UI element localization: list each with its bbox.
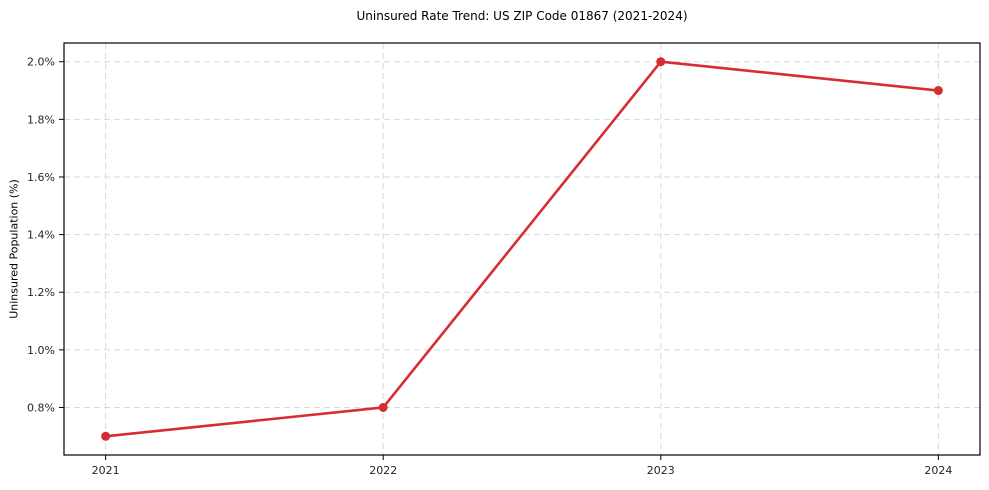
x-tick-label: 2021 — [92, 464, 120, 477]
x-tick-label: 2024 — [924, 464, 952, 477]
plot-border — [63, 42, 981, 456]
y-axis-label: Uninsured Population (%) — [7, 179, 21, 319]
x-tick-label: 2023 — [647, 464, 675, 477]
y-tick-label: 1.2% — [27, 286, 55, 299]
data-point — [656, 57, 666, 67]
y-tick-label: 2.0% — [27, 56, 55, 69]
data-point — [378, 402, 388, 412]
chart-title: Uninsured Rate Trend: US ZIP Code 01867 … — [356, 9, 688, 23]
y-tick-label: 1.0% — [27, 344, 55, 357]
data-point — [101, 431, 111, 441]
y-tick-label: 1.6% — [27, 171, 55, 184]
y-tick-label: 0.8% — [27, 401, 55, 414]
trend-line — [104, 60, 940, 438]
y-tick-label: 1.8% — [27, 113, 55, 126]
x-tick-label: 2022 — [369, 464, 397, 477]
y-tick-label: 1.4% — [27, 229, 55, 242]
data-point — [933, 86, 943, 96]
